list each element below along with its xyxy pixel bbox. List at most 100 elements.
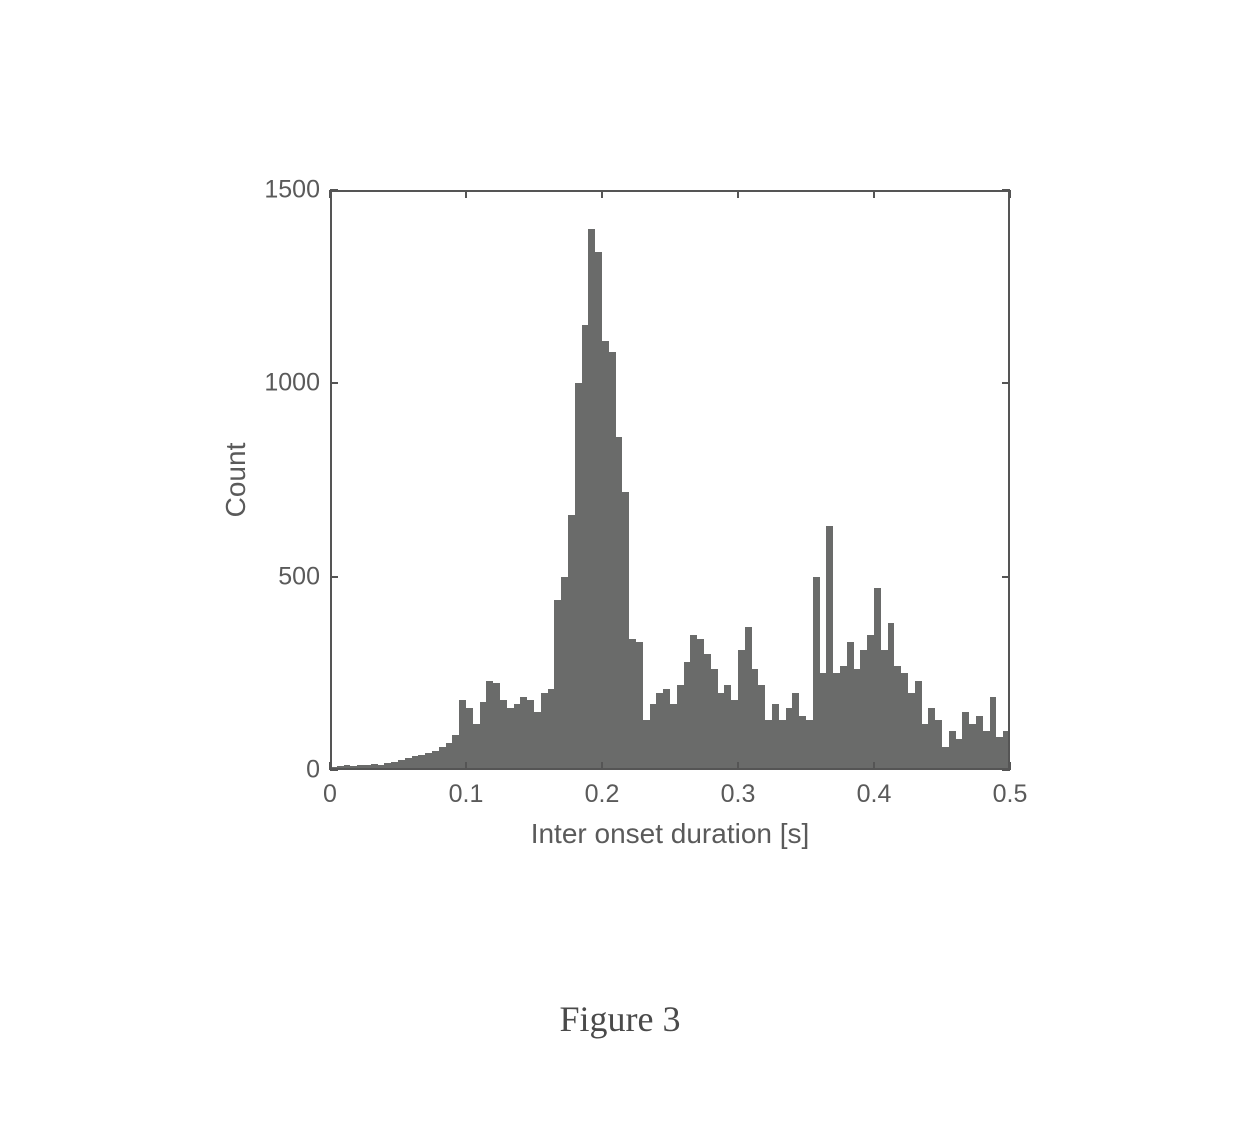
histogram-bar	[500, 700, 507, 770]
histogram-bar	[656, 693, 663, 770]
x-tick-top	[465, 190, 467, 198]
histogram-bar	[602, 341, 609, 770]
histogram-bar	[854, 669, 861, 770]
histogram-bar	[962, 712, 969, 770]
histogram-bar	[446, 743, 453, 770]
histogram-bar	[486, 681, 493, 770]
histogram-bar	[745, 627, 752, 770]
histogram-bar	[942, 747, 949, 770]
axis-left	[330, 190, 332, 770]
histogram-bar	[582, 325, 589, 770]
x-tick-top	[737, 190, 739, 198]
histogram-bar	[616, 437, 623, 770]
histogram-bar	[888, 623, 895, 770]
histogram-bar	[697, 639, 704, 770]
histogram-bar	[704, 654, 711, 770]
histogram-bar	[670, 704, 677, 770]
histogram-bar	[527, 700, 534, 770]
histogram-bar	[915, 681, 922, 770]
histogram-bar	[752, 669, 759, 770]
histogram-bar	[983, 731, 990, 770]
histogram-bar	[541, 693, 548, 770]
histogram-bar	[507, 708, 514, 770]
y-tick-label: 500	[260, 562, 320, 591]
histogram-bar	[677, 685, 684, 770]
x-tick	[465, 762, 467, 770]
y-tick	[330, 769, 338, 771]
histogram-bar	[609, 352, 616, 770]
histogram-bar	[799, 716, 806, 770]
histogram-bar	[622, 492, 629, 770]
histogram-bar	[758, 685, 765, 770]
y-tick-right	[1002, 382, 1010, 384]
histogram-bar	[575, 383, 582, 770]
axis-right	[1008, 190, 1010, 770]
histogram-bar	[990, 697, 997, 770]
histogram-bar	[684, 662, 691, 770]
x-tick-top	[1009, 190, 1011, 198]
histogram-bar	[867, 635, 874, 770]
histogram-bar	[813, 577, 820, 770]
axis-bottom	[330, 768, 1010, 770]
histogram-bar	[765, 720, 772, 770]
histogram-bar	[711, 669, 718, 770]
histogram-bar	[629, 639, 636, 770]
histogram-bar	[663, 689, 670, 770]
histogram-bar	[969, 724, 976, 770]
histogram-bar	[643, 720, 650, 770]
histogram-chart: Count 00.10.20.30.40.5 050010001500 Inte…	[210, 170, 1030, 890]
histogram-bar	[650, 704, 657, 770]
histogram-bar	[690, 635, 697, 770]
histogram-bar	[820, 673, 827, 770]
x-tick-label: 0.1	[449, 780, 484, 809]
x-tick-label: 0	[323, 780, 337, 809]
y-tick-label: 1000	[260, 369, 320, 398]
histogram-bar	[480, 702, 487, 770]
histogram-bar	[935, 720, 942, 770]
histogram-bar	[724, 685, 731, 770]
histogram-bar	[949, 731, 956, 770]
histogram-bar	[847, 642, 854, 770]
x-tick-top	[601, 190, 603, 198]
histogram-bar	[473, 724, 480, 770]
x-tick-label: 0.5	[993, 780, 1028, 809]
x-tick-label: 0.3	[721, 780, 756, 809]
histogram-bar	[894, 666, 901, 770]
x-tick	[873, 762, 875, 770]
histogram-bar	[786, 708, 793, 770]
axis-top	[330, 190, 1010, 192]
histogram-bar	[826, 526, 833, 770]
y-axis-label: Count	[220, 443, 252, 518]
y-tick-right	[1002, 769, 1010, 771]
histogram-bar	[466, 708, 473, 770]
y-tick	[330, 576, 338, 578]
histogram-bar	[922, 724, 929, 770]
y-tick-right	[1002, 189, 1010, 191]
x-axis-label: Inter onset duration [s]	[531, 818, 810, 850]
histogram-bar	[806, 720, 813, 770]
histogram-bar	[779, 720, 786, 770]
histogram-bar	[833, 673, 840, 770]
figure-caption: Figure 3	[560, 998, 681, 1040]
x-tick-label: 0.4	[857, 780, 892, 809]
histogram-bar	[718, 693, 725, 770]
histogram-bar	[792, 693, 799, 770]
histogram-bars	[330, 190, 1010, 770]
histogram-bar	[636, 642, 643, 770]
page: Count 00.10.20.30.40.5 050010001500 Inte…	[0, 0, 1240, 1144]
histogram-bar	[548, 689, 555, 770]
histogram-bar	[595, 252, 602, 770]
y-tick	[330, 189, 338, 191]
histogram-bar	[738, 650, 745, 770]
histogram-bar	[881, 650, 888, 770]
x-tick	[737, 762, 739, 770]
histogram-bar	[520, 697, 527, 770]
histogram-bar	[561, 577, 568, 770]
histogram-bar	[554, 600, 561, 770]
plot-area	[330, 190, 1010, 770]
histogram-bar	[996, 737, 1003, 770]
histogram-bar	[514, 704, 521, 770]
histogram-bar	[452, 735, 459, 770]
y-tick-label: 1500	[260, 176, 320, 205]
x-tick-label: 0.2	[585, 780, 620, 809]
